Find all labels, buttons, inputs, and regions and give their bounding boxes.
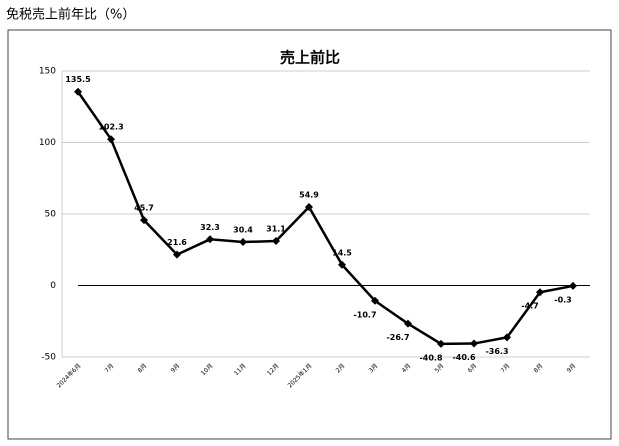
point-marker bbox=[272, 237, 280, 246]
y-tick-label: -50 bbox=[41, 353, 56, 363]
point-marker bbox=[239, 238, 247, 247]
data-label: 54.9 bbox=[299, 190, 319, 199]
data-label: 31.1 bbox=[266, 225, 286, 234]
x-tick-label: 7月 bbox=[500, 363, 512, 375]
data-label: -26.7 bbox=[386, 333, 409, 342]
x-tick-label: 9月 bbox=[170, 363, 182, 375]
point-marker bbox=[107, 135, 115, 144]
data-label: -0.3 bbox=[554, 295, 572, 304]
x-tick-label: 6月 bbox=[467, 363, 479, 375]
data-label: 45.7 bbox=[134, 204, 154, 213]
point-marker bbox=[173, 250, 181, 259]
point-marker bbox=[536, 288, 544, 297]
x-tick-label: 5月 bbox=[434, 363, 446, 375]
data-label: 135.5 bbox=[65, 75, 91, 84]
x-tick-label: 4月 bbox=[401, 363, 413, 375]
point-marker bbox=[305, 202, 313, 211]
data-label: 21.6 bbox=[167, 238, 187, 247]
data-label: -10.7 bbox=[353, 310, 376, 319]
x-tick-label: 7月 bbox=[104, 363, 116, 375]
point-marker bbox=[140, 216, 148, 225]
point-marker bbox=[74, 87, 82, 96]
x-tick-label: 2月 bbox=[335, 363, 347, 375]
data-label: -40.8 bbox=[419, 353, 442, 362]
point-marker bbox=[338, 260, 346, 269]
chart-title: 売上前比 bbox=[280, 49, 340, 67]
point-marker bbox=[503, 333, 511, 342]
data-label: -4.7 bbox=[521, 302, 539, 311]
point-marker bbox=[404, 319, 412, 328]
y-tick-label: 150 bbox=[39, 67, 56, 77]
point-marker bbox=[569, 281, 577, 290]
x-tick-label: 3月 bbox=[368, 363, 380, 375]
x-tick-label: 8月 bbox=[137, 363, 149, 375]
point-marker bbox=[371, 296, 379, 305]
x-tick-label: 8月 bbox=[533, 363, 545, 375]
point-marker bbox=[206, 235, 214, 244]
point-marker bbox=[437, 339, 445, 348]
data-label: -36.3 bbox=[485, 347, 508, 356]
y-tick-label: 100 bbox=[39, 138, 56, 148]
point-marker bbox=[470, 339, 478, 348]
data-label: 14.5 bbox=[332, 248, 352, 257]
y-tick-label: 50 bbox=[45, 210, 57, 220]
chart-frame bbox=[7, 29, 612, 440]
y-tick-label: 0 bbox=[50, 281, 56, 291]
data-label: 102.3 bbox=[98, 123, 123, 132]
page-heading: 免税売上前年比（%） bbox=[6, 7, 135, 23]
x-tick-label: 9月 bbox=[566, 363, 578, 375]
data-label: 30.4 bbox=[233, 226, 253, 235]
data-label: -40.6 bbox=[452, 353, 475, 362]
line bbox=[76, 91, 574, 346]
data-label: 32.3 bbox=[200, 223, 220, 232]
